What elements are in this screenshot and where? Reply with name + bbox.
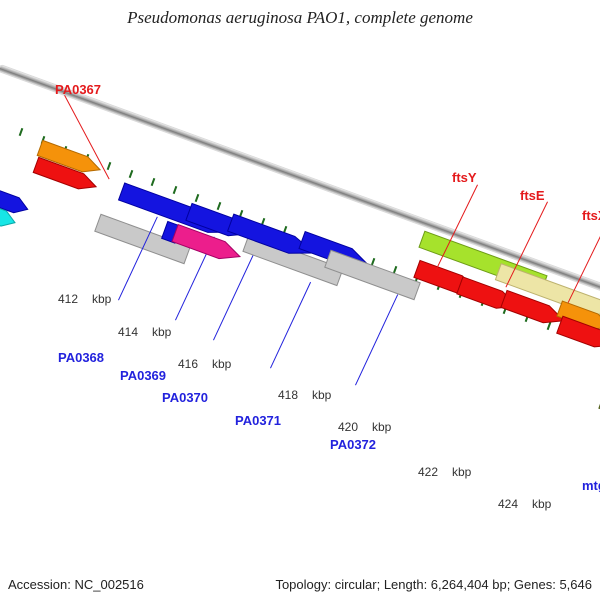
label-ftsY: ftsY [452,170,477,185]
tick-label-422: 422 [418,465,438,479]
leader-line-PA0371 [270,282,311,369]
accession-text: Accession: NC_002516 [8,577,144,592]
label-PA0370: PA0370 [162,390,208,405]
tick-label-420-suffix: kbp [372,420,391,434]
tick-label-420: 420 [338,420,358,434]
tick-label-418: 418 [278,388,298,402]
tick-label-412-suffix: kbp [92,292,111,306]
leader-line-PA0372 [355,294,398,385]
leader-line-PA0370 [213,254,254,341]
tick-label-414-suffix: kbp [152,325,171,339]
tick-label-416-suffix: kbp [212,357,231,371]
tick-label-422-suffix: kbp [452,465,471,479]
tick-label-424: 424 [498,497,518,511]
tick-label-416: 416 [178,357,198,371]
label-PA0372: PA0372 [330,437,376,452]
label-PA0371: PA0371 [235,413,281,428]
label-ftsE: ftsE [520,188,545,203]
tick-label-412: 412 [58,292,78,306]
genome-browser-view: Pseudomonas aeruginosa PAO1, complete ge… [0,0,600,600]
label-PA0368: PA0368 [58,350,104,365]
label-mtgA: mtgA [582,478,600,493]
chart-title: Pseudomonas aeruginosa PAO1, complete ge… [0,8,600,28]
topology-text: Topology: circular; Length: 6,264,404 bp… [275,577,592,592]
label-ftsX: ftsX [582,208,600,223]
label-PA0367: PA0367 [55,82,101,97]
label-PA0369: PA0369 [120,368,166,383]
tick-label-414: 414 [118,325,138,339]
tick-label-424-suffix: kbp [532,497,551,511]
tick-label-418-suffix: kbp [312,388,331,402]
